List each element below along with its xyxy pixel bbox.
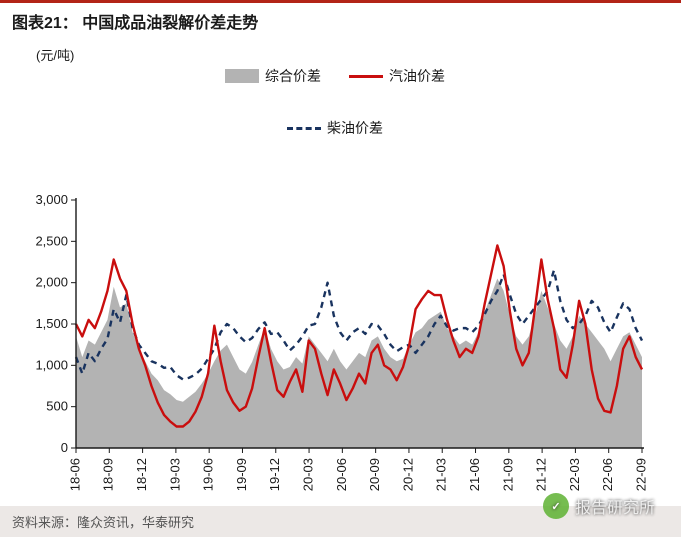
- svg-text:18-12: 18-12: [134, 458, 149, 491]
- svg-text:3,000: 3,000: [35, 192, 68, 207]
- svg-text:21-09: 21-09: [500, 458, 515, 491]
- dash-line-icon: [287, 127, 321, 130]
- svg-text:19-12: 19-12: [267, 458, 282, 491]
- svg-text:22-03: 22-03: [567, 458, 582, 491]
- svg-text:2,500: 2,500: [35, 233, 68, 248]
- legend-item-dash: 柴油价差: [287, 118, 383, 138]
- svg-text:19-06: 19-06: [201, 458, 216, 491]
- legend-dash-label: 柴油价差: [327, 118, 383, 138]
- svg-text:500: 500: [46, 399, 68, 414]
- legend: 综合价差 汽油价差 柴油价差: [8, 66, 662, 138]
- chart-plot: 0 500 1,000 1,500 2,000 2,500 3,000 18-06 18-09 1…: [8, 138, 648, 518]
- svg-text:21-06: 21-06: [467, 458, 482, 491]
- svg-text:20-06: 20-06: [334, 458, 349, 491]
- svg-text:20-09: 20-09: [367, 458, 382, 491]
- wechat-icon: ✓: [543, 493, 569, 519]
- svg-text:21-03: 21-03: [434, 458, 449, 491]
- legend-solid-label: 汽油价差: [389, 66, 445, 86]
- svg-text:18-06: 18-06: [67, 458, 82, 491]
- svg-text:2,000: 2,000: [35, 275, 68, 290]
- svg-text:1,000: 1,000: [35, 357, 68, 372]
- chart-title: 图表21： 中国成品油裂解价差走势: [0, 0, 681, 37]
- svg-text:21-12: 21-12: [534, 458, 549, 491]
- svg-text:20-03: 20-03: [300, 458, 315, 491]
- y-axis-label: (元/吨): [36, 45, 662, 64]
- watermark-label: 报告研究所: [575, 494, 655, 518]
- chart-container: (元/吨) 综合价差 汽油价差 柴油价差 0 500 1,000 1,500 2,000…: [0, 37, 680, 467]
- solid-line-icon: [349, 75, 383, 78]
- svg-text:19-03: 19-03: [167, 458, 182, 491]
- legend-area-label: 综合价差: [265, 66, 321, 86]
- area-swatch-icon: [225, 69, 259, 83]
- svg-text:18-09: 18-09: [101, 458, 116, 491]
- svg-text:22-09: 22-09: [633, 458, 648, 491]
- svg-text:0: 0: [61, 440, 68, 455]
- legend-item-area: 综合价差: [225, 66, 321, 86]
- svg-text:1,500: 1,500: [35, 316, 68, 331]
- svg-text:19-09: 19-09: [234, 458, 249, 491]
- svg-text:22-06: 22-06: [600, 458, 615, 491]
- watermark: ✓ 报告研究所: [543, 493, 655, 519]
- legend-item-solid: 汽油价差: [349, 66, 445, 86]
- svg-text:20-12: 20-12: [400, 458, 415, 491]
